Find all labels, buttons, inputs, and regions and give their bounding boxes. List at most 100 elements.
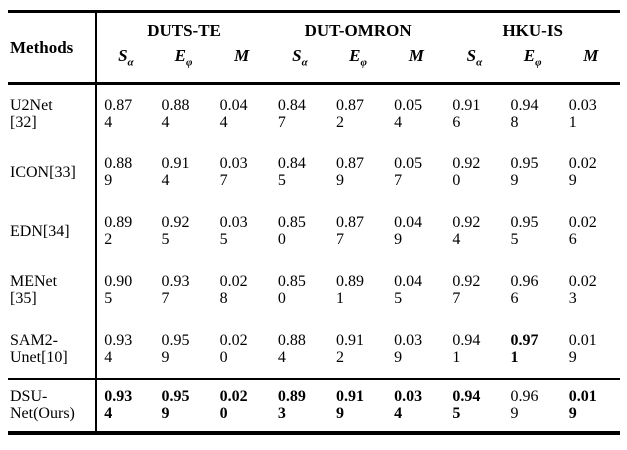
method-cell: MENet [35]: [8, 260, 98, 320]
method-cell: ICON[33]: [8, 142, 98, 202]
value-cell: 0.93 4: [104, 388, 133, 422]
value-cell: 0.03 1: [568, 96, 597, 131]
table-row: U2Net [32] 0.87 4 0.88 4 0.04 4 0.84 7 0.87 2…: [8, 83, 620, 143]
metric-symbol: M: [583, 45, 599, 65]
value-cell: 0.01 9: [568, 388, 597, 422]
metric-subscript: α: [127, 55, 134, 68]
method-cell: EDN[34]: [8, 201, 98, 261]
value-cell: 0.03 9: [394, 331, 423, 366]
metric-symbol: M: [408, 45, 424, 65]
metric-subscript: α: [301, 55, 308, 68]
metric-header: Eφ: [328, 41, 388, 85]
value-cell: 0.87 4: [104, 96, 133, 131]
method-cell: U2Net [32]: [8, 83, 98, 143]
method-cell: SAM2- Unet[10]: [8, 319, 98, 379]
metric-header: Eφ: [503, 41, 562, 85]
table-row: DSU- Net(Ours) 0.93 4 0.95 9 0.02 0 0.89 3 0.…: [8, 378, 620, 433]
value-cell: 0.87 7: [335, 214, 364, 248]
results-table: Methods DUTS-TE DUT-OMRON HKU-IS Sα Eφ M Sα…: [8, 10, 620, 435]
metric-subscript: φ: [185, 55, 193, 68]
metric-header: Sα: [270, 41, 329, 85]
value-cell: 0.95 9: [161, 331, 190, 366]
value-cell: 0.94 8: [510, 96, 539, 131]
metric-header: M: [387, 41, 446, 85]
metric-header: M: [212, 41, 271, 85]
table-row: MENet [35] 0.90 5 0.93 7 0.02 8 0.85 0 0.89 1…: [8, 260, 620, 320]
metric-header: M: [561, 41, 620, 85]
metric-header: Sα: [96, 41, 155, 85]
value-cell: 0.96 6: [510, 273, 539, 307]
value-cell: 0.04 5: [394, 273, 423, 307]
value-cell: 0.92 4: [452, 214, 481, 248]
value-cell: 0.93 4: [104, 331, 133, 366]
value-cell: 0.84 7: [277, 96, 306, 131]
value-cell: 0.91 2: [335, 331, 364, 366]
metric-subscript: φ: [360, 55, 367, 68]
metric-header-row: Sα Eφ M Sα Eφ M Sα Eφ M: [8, 41, 620, 85]
value-cell: 0.04 9: [394, 214, 423, 248]
metric-subscript: α: [476, 55, 483, 68]
value-cell: 0.88 9: [104, 155, 133, 189]
metric-symbol: E: [349, 45, 361, 65]
value-cell: 0.96 9: [510, 388, 539, 422]
value-cell: 0.91 4: [161, 155, 190, 189]
value-cell: 0.05 7: [394, 155, 423, 189]
value-cell: 0.03 5: [219, 214, 248, 248]
value-cell: 0.04 4: [219, 96, 248, 131]
table-body: U2Net [32] 0.87 4 0.88 4 0.04 4 0.84 7 0.87 2…: [8, 83, 620, 433]
value-cell: 0.03 4: [394, 388, 423, 422]
table-row: SAM2- Unet[10] 0.93 4 0.95 9 0.02 0 0.88 4 0.…: [8, 319, 620, 379]
value-cell: 0.89 1: [335, 273, 364, 307]
table-header: Methods DUTS-TE DUT-OMRON HKU-IS Sα Eφ M Sα…: [8, 11, 620, 85]
value-cell: 0.02 9: [568, 155, 597, 189]
value-cell: 0.97 1: [510, 331, 539, 366]
value-cell: 0.92 7: [452, 273, 481, 307]
value-cell: 0.95 5: [510, 214, 539, 248]
dataset-header-dut-omron: DUT-OMRON: [304, 20, 412, 40]
dataset-header-hku-is: HKU-IS: [502, 20, 563, 40]
table-row: ICON[33] 0.88 9 0.91 4 0.03 7 0.84 5 0.87 9 0.…: [8, 142, 620, 202]
value-cell: 0.89 3: [277, 388, 306, 422]
dataset-header-row: Methods DUTS-TE DUT-OMRON HKU-IS: [8, 11, 620, 85]
value-cell: 0.92 0: [452, 155, 481, 189]
method-cell: DSU- Net(Ours): [8, 378, 98, 433]
metric-header: Sα: [445, 41, 504, 85]
value-cell: 0.95 9: [161, 388, 190, 422]
value-cell: 0.02 0: [219, 331, 248, 366]
value-cell: 0.02 0: [219, 388, 248, 422]
value-cell: 0.89 2: [104, 214, 133, 248]
value-cell: 0.90 5: [104, 273, 133, 307]
column-header-methods: Methods: [8, 11, 98, 85]
metric-symbol: M: [234, 45, 250, 65]
metric-symbol: E: [174, 45, 186, 65]
value-cell: 0.02 8: [219, 273, 248, 307]
metric-symbol: S: [466, 45, 477, 65]
value-cell: 0.92 5: [161, 214, 190, 248]
value-cell: 0.91 6: [452, 96, 481, 131]
value-cell: 0.02 3: [568, 273, 597, 307]
metric-symbol: S: [118, 45, 128, 65]
value-cell: 0.85 0: [277, 273, 306, 307]
value-cell: 0.95 9: [510, 155, 539, 189]
value-cell: 0.87 9: [335, 155, 364, 189]
dataset-header-duts-te: DUTS-TE: [147, 20, 221, 40]
metric-symbol: S: [292, 45, 302, 65]
value-cell: 0.94 1: [452, 331, 481, 366]
value-cell: 0.05 4: [394, 96, 423, 131]
metric-subscript: φ: [535, 55, 542, 68]
value-cell: 0.01 9: [568, 331, 597, 366]
value-cell: 0.85 0: [277, 214, 306, 248]
value-cell: 0.84 5: [277, 155, 306, 189]
value-cell: 0.03 7: [219, 155, 248, 189]
metric-symbol: E: [523, 45, 536, 65]
value-cell: 0.02 6: [568, 214, 597, 248]
value-cell: 0.88 4: [277, 331, 306, 366]
value-cell: 0.93 7: [161, 273, 190, 307]
value-cell: 0.87 2: [335, 96, 364, 131]
value-cell: 0.94 5: [452, 388, 481, 422]
value-cell: 0.91 9: [335, 388, 364, 422]
metric-header: Eφ: [154, 41, 213, 85]
table-row: EDN[34] 0.89 2 0.92 5 0.03 5 0.85 0 0.87 7 0.0…: [8, 201, 620, 261]
value-cell: 0.88 4: [161, 96, 190, 131]
